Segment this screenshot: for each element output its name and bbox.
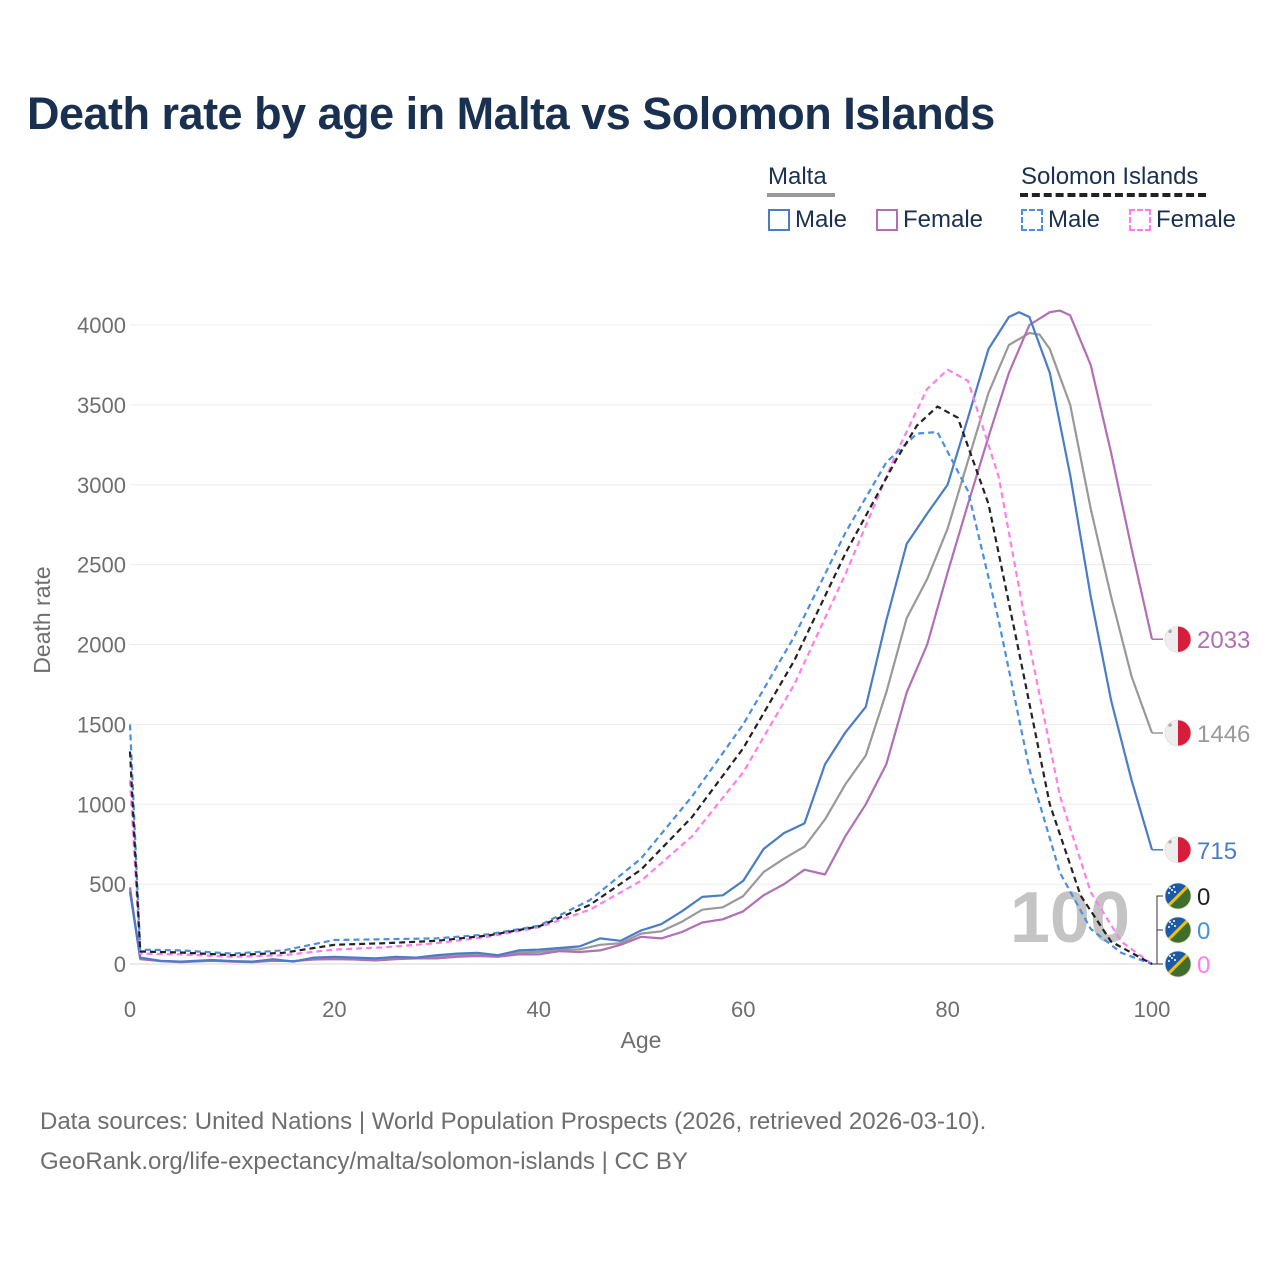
end-label-malta-female: 2033 — [1197, 627, 1250, 654]
y-tick-label: 3500 — [77, 393, 126, 418]
y-tick-label: 2000 — [77, 633, 126, 658]
y-tick-label: 1000 — [77, 792, 126, 817]
legend-malta-label: Malta — [768, 163, 827, 190]
legend-solomon-female-swatch — [1129, 209, 1151, 231]
x-tick-label: 0 — [124, 997, 136, 1022]
x-tick-label: 100 — [1134, 997, 1171, 1022]
source-line-2: GeoRank.org/life-expectancy/malta/solomo… — [40, 1148, 688, 1175]
legend-solomon-female-label: Female — [1156, 206, 1237, 233]
malta-flag-outline — [1164, 836, 1192, 864]
solomon-flag-outline — [1164, 916, 1192, 944]
malta-flag-outline — [1164, 719, 1192, 747]
end-label-malta-male: 715 — [1197, 838, 1237, 865]
series-line-malta-male — [128, 311, 1154, 963]
legend-solomon-female[interactable]: Female — [1129, 206, 1236, 234]
series-line-solomon-total — [128, 405, 1153, 965]
legend-malta-female[interactable]: Female — [876, 206, 983, 234]
legend-solomon-male[interactable]: Male — [1021, 206, 1100, 234]
legend-malta-male-label: Male — [795, 206, 848, 233]
end-label-solomon-male: 0 — [1197, 918, 1210, 945]
legend-malta-female-swatch — [876, 209, 898, 231]
x-axis-ticks: 0 20 40 60 80 100 — [124, 997, 1170, 1022]
solomon-flag-icon — [1165, 951, 1191, 977]
y-tick-label: 4000 — [77, 313, 126, 338]
malta-flag-icon — [1165, 720, 1191, 747]
gridlines — [130, 324, 1152, 965]
malta-flag-icon — [1165, 626, 1191, 653]
x-tick-label: 80 — [935, 997, 959, 1022]
legend-malta-male[interactable]: Male — [768, 206, 847, 234]
x-tick-label: 20 — [322, 997, 346, 1022]
end-label-solomon-female: 0 — [1197, 952, 1210, 979]
x-tick-label: 60 — [731, 997, 755, 1022]
solomon-flag-icon — [1165, 883, 1191, 909]
legend-solomon-male-label: Male — [1048, 206, 1101, 233]
y-tick-label: 1500 — [77, 712, 126, 737]
solomon-flag-outline — [1164, 950, 1192, 978]
x-axis-label: Age — [621, 1027, 662, 1053]
y-tick-label: 3000 — [77, 473, 126, 498]
malta-flag-outline — [1164, 625, 1192, 653]
series-line-malta-total — [128, 331, 1154, 964]
solomon-flag-icon — [1165, 917, 1191, 943]
solomon-flag-outline — [1164, 882, 1192, 910]
end-label-bracket — [1152, 895, 1163, 965]
source-line-1: Data sources: United Nations | World Pop… — [40, 1108, 987, 1135]
series-lines — [128, 309, 1154, 966]
y-tick-label: 500 — [89, 872, 126, 897]
series-line-malta-female — [128, 309, 1154, 964]
malta-flag-icon — [1165, 836, 1191, 863]
legend-solomon-underline — [1020, 193, 1206, 197]
chart-title: Death rate by age in Malta vs Solomon Is… — [27, 88, 995, 139]
legend-malta-underline — [767, 193, 835, 197]
y-tick-label: 0 — [114, 952, 126, 977]
legend-malta-female-label: Female — [903, 206, 984, 233]
age-marker: 100 — [1010, 878, 1130, 958]
end-labels: 2033 1446 715 0 0 0 — [1152, 625, 1250, 979]
x-tick-label: 40 — [527, 997, 551, 1022]
series-line-solomon-female — [128, 368, 1153, 965]
legend-malta-male-swatch — [768, 209, 790, 231]
y-axis-ticks: 0 500 1000 1500 2000 2500 3000 3500 4000 — [77, 313, 126, 977]
y-tick-label: 2500 — [77, 553, 126, 578]
end-label-solomon-total: 0 — [1197, 884, 1210, 911]
legend-solomon-label: Solomon Islands — [1021, 163, 1199, 190]
legend-solomon-male-swatch — [1021, 209, 1043, 231]
series-line-solomon-male — [128, 430, 1153, 966]
end-label-malta-total: 1446 — [1197, 721, 1250, 748]
y-axis-label: Death rate — [29, 566, 55, 673]
